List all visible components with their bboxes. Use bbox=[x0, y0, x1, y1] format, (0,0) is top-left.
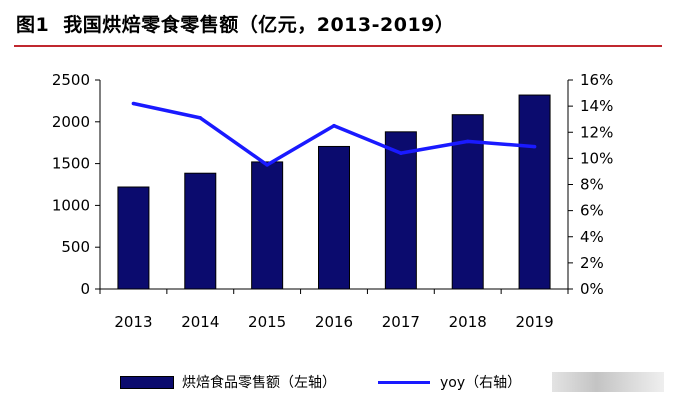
yoy-point bbox=[265, 163, 269, 167]
bar bbox=[184, 172, 217, 290]
left-tick-label: 2500 bbox=[52, 71, 90, 89]
right-tick-label: 4% bbox=[580, 228, 604, 246]
right-tick-label: 14% bbox=[580, 97, 613, 115]
x-tick-label: 2017 bbox=[382, 313, 420, 331]
x-axis: 2013 2014 2015 2016 2017 2018 2019 bbox=[99, 288, 569, 331]
left-tick-label: 1000 bbox=[52, 196, 90, 214]
right-tick-label: 10% bbox=[580, 149, 613, 167]
right-tick-label: 6% bbox=[580, 202, 604, 220]
x-tick-label: 2018 bbox=[449, 313, 487, 331]
x-tick-label: 2016 bbox=[315, 313, 353, 331]
right-tick-label: 8% bbox=[580, 176, 604, 194]
right-tick-label: 12% bbox=[580, 123, 613, 141]
yoy-point bbox=[399, 151, 403, 155]
legend-bar-label: 烘焙食品零售额（左轴） bbox=[182, 375, 336, 391]
yoy-point bbox=[465, 139, 470, 144]
figure-title: 图1 我国烘焙零食零售额（亿元，2013-2019） bbox=[16, 10, 454, 37]
legend-bar-swatch bbox=[120, 375, 174, 389]
x-tick-label: 2014 bbox=[181, 313, 219, 331]
yoy-line-series bbox=[131, 101, 537, 167]
bar bbox=[384, 131, 417, 290]
bar bbox=[251, 161, 284, 290]
left-tick-label: 2000 bbox=[52, 113, 90, 131]
yoy-point bbox=[532, 144, 537, 149]
yoy-point bbox=[332, 123, 336, 128]
x-tick-label: 2013 bbox=[114, 313, 152, 331]
figure-label: 图1 bbox=[16, 14, 50, 36]
x-tick-label: 2019 bbox=[515, 313, 553, 331]
legend: 烘焙食品零售额（左轴） yoy（右轴） bbox=[120, 372, 521, 392]
watermark-blur bbox=[552, 372, 664, 392]
left-tick-label: 1500 bbox=[52, 155, 90, 173]
right-tick-label: 2% bbox=[580, 254, 604, 272]
right-tick-label: 16% bbox=[580, 71, 613, 89]
left-tick-label: 0 bbox=[80, 280, 90, 298]
legend-line-swatch bbox=[378, 380, 430, 384]
bar bbox=[518, 94, 551, 290]
right-tick-label: 0% bbox=[580, 280, 604, 298]
bar-series bbox=[117, 94, 551, 290]
yoy-point bbox=[198, 116, 203, 120]
legend-item-bar: 烘焙食品零售额（左轴） bbox=[120, 372, 336, 392]
x-tick-label: 2015 bbox=[248, 313, 286, 331]
yoy-point bbox=[131, 101, 136, 106]
left-tick-label: 500 bbox=[61, 238, 90, 256]
legend-item-line: yoy（右轴） bbox=[378, 372, 521, 392]
title-rule bbox=[14, 45, 662, 47]
left-axis: 0 500 1000 1500 2000 2500 bbox=[52, 71, 101, 298]
bar bbox=[318, 145, 350, 290]
figure-title-text: 我国烘焙零食零售额（亿元，2013-2019） bbox=[63, 14, 455, 36]
legend-line-label: yoy（右轴） bbox=[440, 375, 522, 391]
bar bbox=[117, 186, 150, 290]
right-axis: 0% 2% 4% 6% 8% 10% 12% 14% 16% bbox=[567, 71, 613, 298]
